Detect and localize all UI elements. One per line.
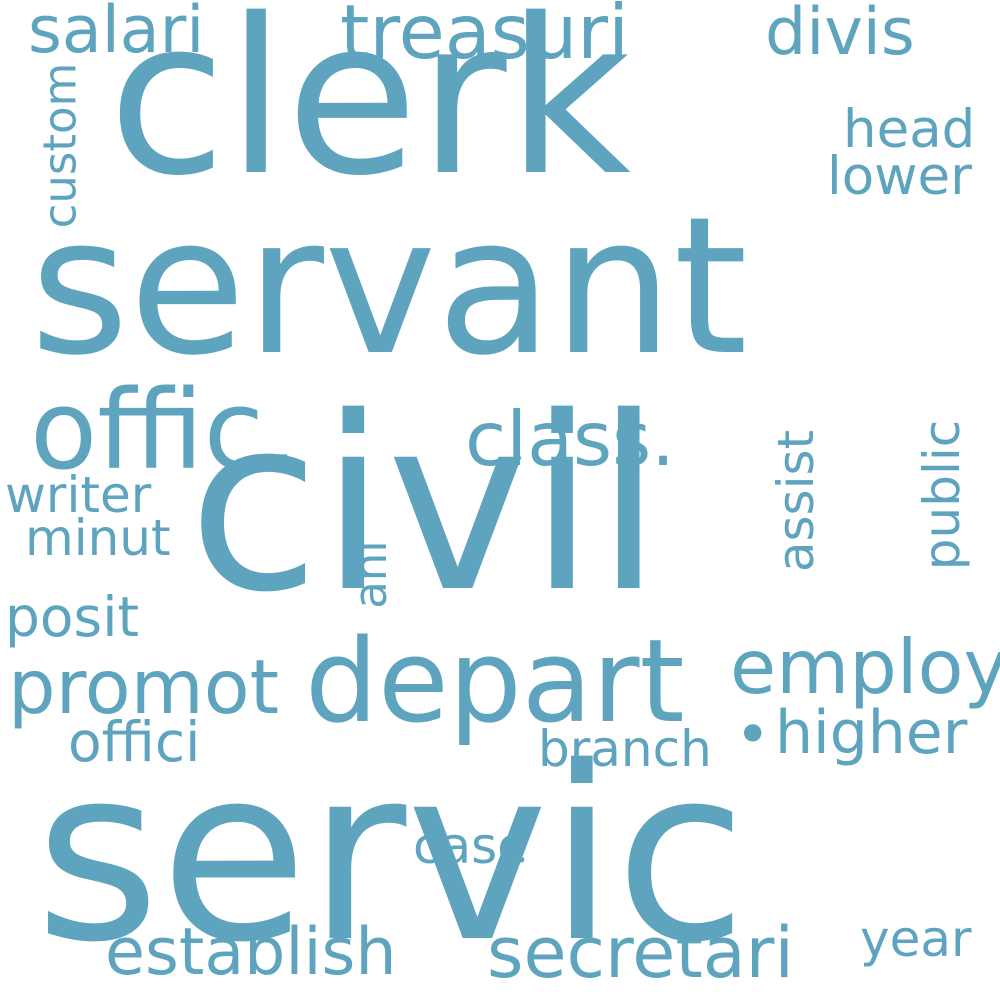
word-clerk: clerk xyxy=(108,0,632,223)
word-public: public xyxy=(913,419,972,571)
word-servant: servant xyxy=(30,176,748,397)
word-lower: lower xyxy=(827,146,972,207)
word-higher: higher xyxy=(775,698,968,768)
word-servic: servic xyxy=(35,715,748,995)
word-posit: posit xyxy=(5,585,140,649)
word-civil: civil xyxy=(188,365,663,645)
word-depart: depart xyxy=(305,615,685,749)
word-ani: ani xyxy=(343,540,397,609)
word-writer: writer xyxy=(5,466,152,524)
word-treasuri: treasuri xyxy=(340,0,629,76)
word-employ: employ xyxy=(730,623,1000,711)
word-head: head xyxy=(843,99,976,160)
word-secretari: secretari xyxy=(487,912,794,994)
word-year: year xyxy=(860,910,972,968)
word-divis: divis xyxy=(765,0,915,70)
word-minut: minut xyxy=(25,509,171,567)
word-custom: custom xyxy=(33,62,87,229)
word-assist: assist xyxy=(767,429,826,573)
word-salari: salari xyxy=(28,0,205,68)
word-case: case xyxy=(413,817,528,875)
word-establish: establish xyxy=(105,915,397,990)
word-branch: branch xyxy=(538,720,712,778)
word-bullet: • xyxy=(735,700,771,770)
word-offic: offic. xyxy=(30,366,300,494)
word-class: class. xyxy=(465,395,676,483)
word-offici: offici xyxy=(68,710,201,774)
word-promot: promot xyxy=(8,643,280,731)
